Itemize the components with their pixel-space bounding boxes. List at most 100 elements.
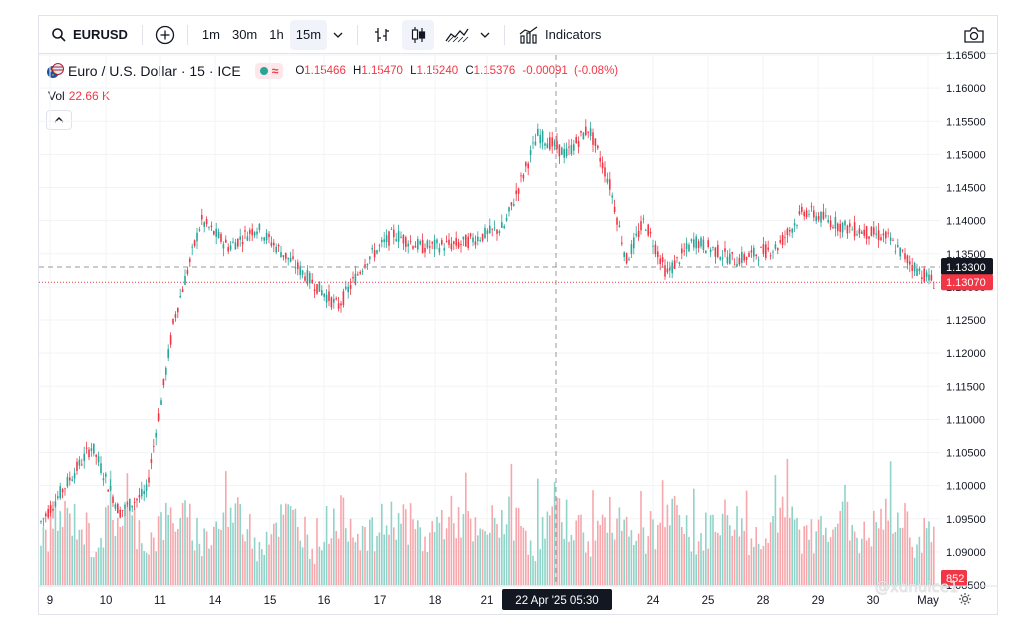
volume-bar bbox=[268, 544, 270, 585]
candle-body bbox=[904, 253, 906, 260]
market-status-badge[interactable]: ≈ bbox=[254, 63, 284, 79]
volume-bar bbox=[90, 556, 93, 585]
volume-bar bbox=[265, 531, 268, 585]
candle-body bbox=[465, 235, 467, 247]
volume-bar bbox=[654, 549, 657, 585]
volume-bar bbox=[349, 518, 352, 585]
candle-body bbox=[875, 233, 877, 235]
symbol-label: EURUSD bbox=[73, 27, 128, 42]
candle-body bbox=[532, 142, 534, 144]
volume-bar bbox=[822, 535, 825, 585]
volume-bar bbox=[210, 545, 213, 585]
volume-bar bbox=[215, 521, 217, 585]
high-label: H bbox=[353, 65, 362, 77]
volume-bar bbox=[373, 551, 376, 585]
candle-body bbox=[383, 239, 385, 242]
candle-body bbox=[829, 220, 832, 228]
volume-bar bbox=[837, 523, 839, 585]
volume-value: 22.66 K bbox=[68, 89, 111, 103]
candle-body bbox=[525, 162, 527, 167]
volume-bar bbox=[335, 531, 337, 585]
candle-body bbox=[841, 222, 844, 233]
time-axis: 9 10 11 14 15 16 17 18 21 24 25 28 29 30 May 22 Apr '25… bbox=[39, 585, 997, 610]
candle-body bbox=[702, 239, 705, 250]
volume-bar bbox=[534, 561, 537, 585]
candle-body bbox=[378, 245, 381, 247]
volume-bar bbox=[829, 537, 832, 585]
volume-bar bbox=[59, 511, 61, 585]
volume-bar bbox=[246, 529, 249, 585]
compare-add-button[interactable] bbox=[151, 20, 179, 50]
interval-15m[interactable]: 15m bbox=[289, 19, 328, 50]
candle-body bbox=[503, 226, 505, 228]
candle-body bbox=[280, 252, 282, 258]
volume-bar bbox=[385, 525, 388, 585]
candle-body bbox=[450, 243, 453, 250]
candle-body bbox=[321, 290, 323, 296]
volume-bar bbox=[671, 498, 673, 585]
candle-body bbox=[157, 413, 160, 421]
chart-type-dropdown-button[interactable] bbox=[474, 20, 496, 50]
volume-bar bbox=[630, 530, 633, 585]
volume-bar bbox=[462, 514, 465, 585]
volume-bar bbox=[743, 530, 745, 585]
collapse-legend-button[interactable] bbox=[46, 110, 72, 130]
volume-bar bbox=[285, 503, 287, 585]
volume-bar bbox=[85, 512, 88, 585]
candle-body bbox=[337, 303, 340, 309]
volume-bar bbox=[280, 504, 282, 585]
candle-body bbox=[688, 244, 690, 252]
volume-bar bbox=[258, 541, 261, 585]
candle-body bbox=[81, 464, 83, 466]
candle-body bbox=[73, 473, 76, 479]
volume-bar bbox=[618, 507, 621, 585]
snapshot-button[interactable] bbox=[957, 20, 991, 50]
candle-body bbox=[138, 495, 141, 498]
volume-bar bbox=[424, 536, 426, 585]
candle-body bbox=[928, 274, 930, 281]
volume-bar bbox=[201, 556, 203, 585]
volume-bar bbox=[673, 496, 676, 585]
candle-body bbox=[424, 247, 426, 253]
candle-body bbox=[661, 257, 664, 263]
volume-bar bbox=[805, 525, 808, 585]
symbol-search-button[interactable]: EURUSD bbox=[51, 27, 128, 43]
candle-body bbox=[570, 144, 573, 155]
candle-body bbox=[203, 222, 205, 227]
candle-body bbox=[145, 484, 148, 491]
candle-body bbox=[767, 247, 769, 250]
candle-body bbox=[779, 240, 781, 243]
candle-body bbox=[741, 252, 743, 263]
candle-body bbox=[253, 232, 256, 236]
volume-bar bbox=[78, 529, 81, 585]
candle-body bbox=[647, 224, 649, 236]
candle-body bbox=[155, 432, 157, 438]
interval-30m[interactable]: 30m bbox=[231, 27, 258, 42]
time-axis-label: 18 bbox=[429, 595, 442, 607]
interval-1h[interactable]: 1h bbox=[269, 27, 284, 42]
candle-body bbox=[294, 267, 297, 269]
interval-dropdown-button[interactable] bbox=[327, 20, 349, 50]
indicators-button[interactable]: Indicators bbox=[513, 20, 607, 50]
candles-style-button[interactable] bbox=[402, 19, 435, 50]
candle-body bbox=[345, 286, 347, 290]
time-axis-label: 29 bbox=[812, 595, 825, 607]
candle-body bbox=[769, 255, 772, 257]
settings-icon[interactable] bbox=[958, 592, 972, 609]
candle-body bbox=[40, 521, 42, 523]
volume-bar bbox=[537, 478, 539, 585]
interval-1m[interactable]: 1m bbox=[201, 27, 220, 42]
volume-bar bbox=[664, 527, 666, 585]
candle-body bbox=[822, 211, 825, 220]
candle-body bbox=[193, 240, 196, 246]
bars-style-button[interactable] bbox=[366, 20, 398, 50]
volume-bar bbox=[402, 504, 405, 585]
volume-bar bbox=[901, 527, 904, 585]
price-axis-label: 1.14000 bbox=[946, 216, 986, 228]
chart-type-area-button[interactable] bbox=[440, 20, 474, 50]
candle-body bbox=[354, 273, 357, 285]
crosshair-price-label: 1.13300 bbox=[946, 262, 986, 274]
volume-bar bbox=[561, 522, 563, 585]
volume-bar bbox=[553, 482, 556, 585]
